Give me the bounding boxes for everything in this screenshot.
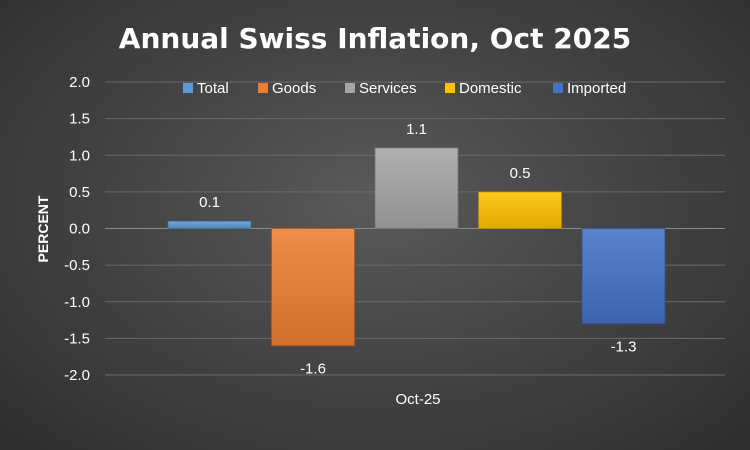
- bar-total: [167, 220, 252, 229]
- y-tick-label: 0.5: [69, 184, 90, 201]
- legend-label: Goods: [272, 80, 316, 97]
- bar-domestic: [478, 191, 562, 229]
- legend-label: Domestic: [459, 80, 522, 97]
- chart-title: Annual Swiss Inflation, Oct 2025: [119, 22, 631, 55]
- bar-goods: [271, 228, 355, 347]
- data-label-services: 1.1: [406, 121, 427, 138]
- data-labels: 0.1 -1.6 1.1 0.5 -1.3: [199, 121, 636, 378]
- legend-item-total: Total: [183, 80, 229, 97]
- legend-label: Total: [197, 80, 229, 97]
- x-category-label: Oct-25: [395, 391, 440, 408]
- y-tick-label: 0.0: [69, 221, 90, 238]
- legend: Total Goods Services Domestic Imported: [183, 80, 626, 97]
- legend-item-goods: Goods: [258, 80, 316, 97]
- y-tick-label: 1.5: [69, 111, 90, 128]
- legend-label: Services: [359, 80, 417, 97]
- legend-item-domestic: Domestic: [445, 80, 522, 97]
- y-tick-label: -1.0: [64, 294, 90, 311]
- legend-label: Imported: [567, 80, 626, 97]
- legend-swatch: [445, 83, 455, 93]
- y-axis-tick-labels: 2.0 1.5 1.0 0.5 0.0 -0.5 -1.0 -1.5 -2.0: [64, 74, 90, 384]
- legend-swatch: [345, 83, 355, 93]
- legend-item-imported: Imported: [553, 80, 626, 97]
- legend-swatch: [258, 83, 268, 93]
- y-axis-title: PERCENT: [35, 195, 51, 262]
- bars: [167, 147, 666, 347]
- y-tick-label: 1.0: [69, 147, 90, 164]
- legend-swatch: [553, 83, 563, 93]
- data-label-goods: -1.6: [300, 361, 326, 378]
- y-tick-label: -2.0: [64, 367, 90, 384]
- bar-imported: [581, 228, 666, 325]
- legend-swatch: [183, 83, 193, 93]
- bar-services: [374, 147, 459, 229]
- y-tick-label: 2.0: [69, 74, 90, 91]
- data-label-total: 0.1: [199, 194, 220, 211]
- data-label-domestic: 0.5: [510, 165, 531, 182]
- data-label-imported: -1.3: [611, 339, 637, 356]
- y-tick-label: -1.5: [64, 330, 90, 347]
- y-tick-label: -0.5: [64, 257, 90, 274]
- legend-item-services: Services: [345, 80, 417, 97]
